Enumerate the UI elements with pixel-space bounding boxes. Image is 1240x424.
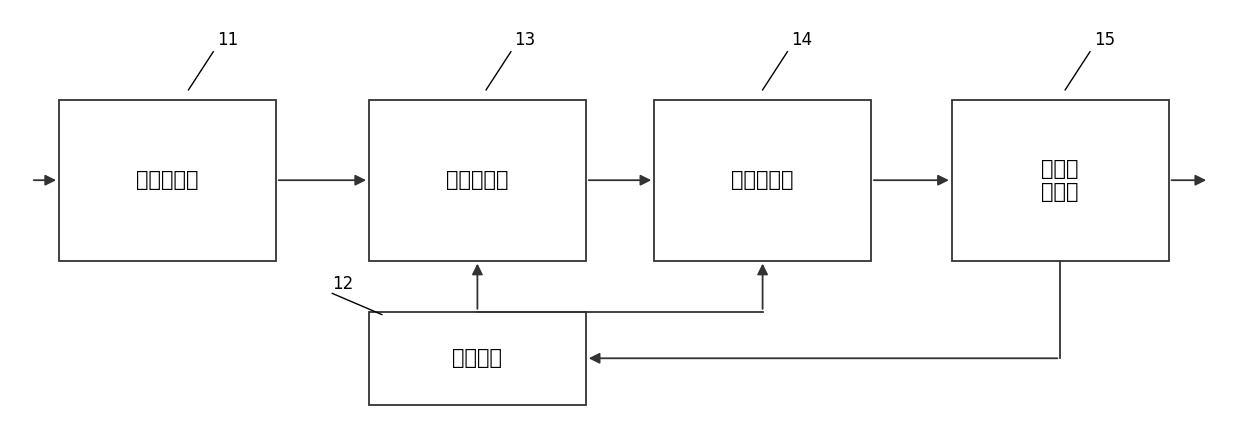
Text: 11: 11 [217,31,238,49]
Text: 自适应
判决器: 自适应 判决器 [1042,159,1079,202]
Text: 14: 14 [791,31,812,49]
Text: 12: 12 [332,275,353,293]
Text: 前向滤波器: 前向滤波器 [136,170,198,190]
Bar [370,100,585,261]
Text: 13: 13 [515,31,536,49]
Text: 15: 15 [1094,31,1115,49]
Bar [655,100,870,261]
Bar [370,312,585,405]
Text: 频偏消除器: 频偏消除器 [446,170,508,190]
Bar [60,100,277,261]
Text: 补偿机构: 补偿机构 [453,348,502,368]
Bar [952,100,1168,261]
Text: 干扰消除器: 干扰消除器 [732,170,794,190]
